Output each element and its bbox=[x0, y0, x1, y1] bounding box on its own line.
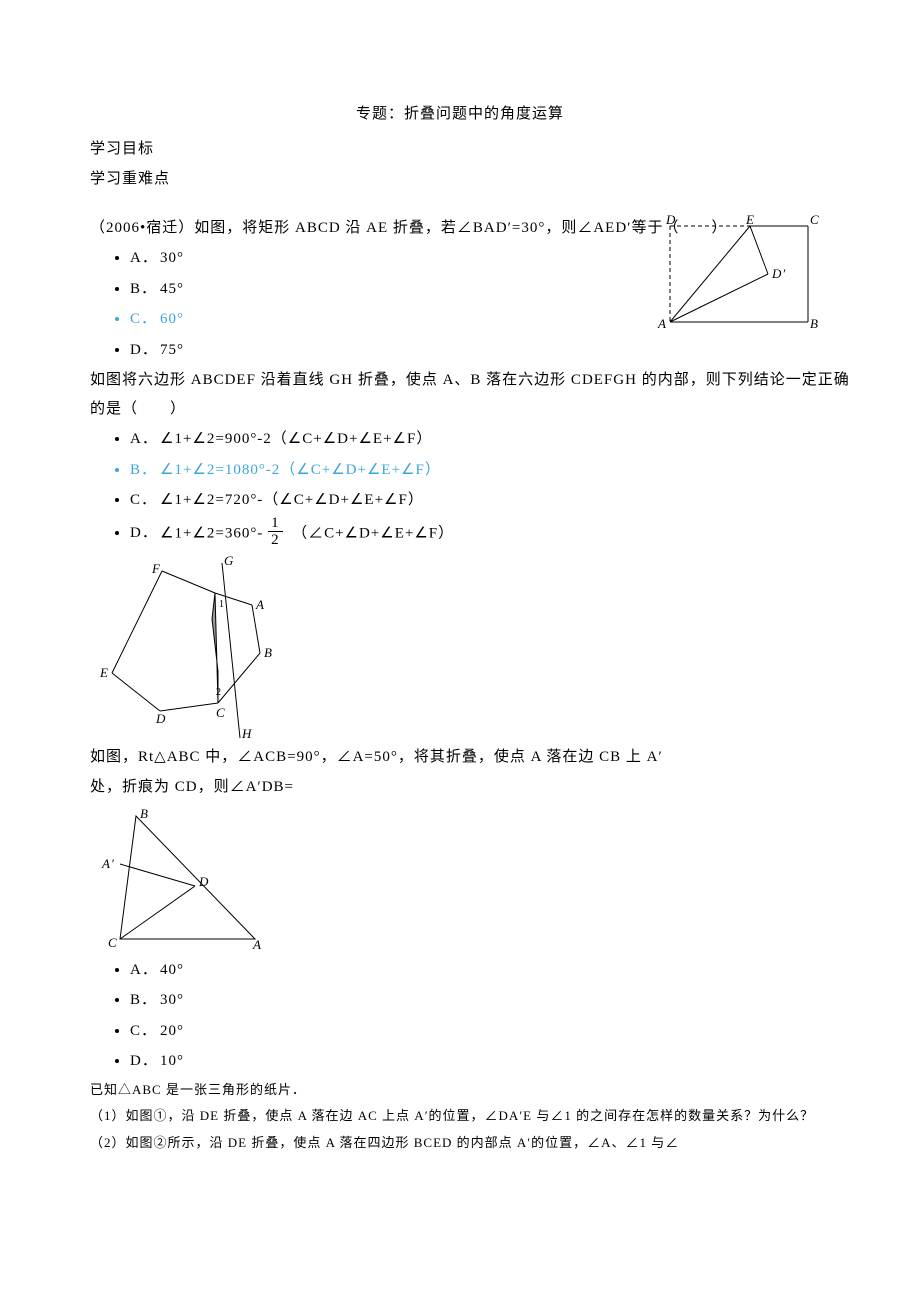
q3-options: A．40° B．30° C．20° D．10° bbox=[70, 956, 850, 1076]
svg-text:B: B bbox=[140, 806, 149, 821]
svg-text:G: G bbox=[224, 553, 234, 568]
q2-options: A．∠1+∠2=900°-2（∠C+∠D+∠E+∠F） B．∠1+∠2=1080… bbox=[70, 425, 850, 551]
q3-figure: B A′ D C A bbox=[100, 804, 850, 954]
heading-goal: 学习目标 bbox=[90, 135, 850, 164]
svg-text:A: A bbox=[657, 316, 667, 331]
svg-text:B: B bbox=[810, 316, 819, 331]
svg-text:C: C bbox=[810, 214, 820, 227]
svg-text:H: H bbox=[241, 726, 252, 741]
q1-opt-d: D．75° bbox=[130, 336, 850, 365]
q1-figure: D E C A B D′ bbox=[650, 214, 820, 334]
q4-line0: 已知△ABC 是一张三角形的纸片． bbox=[90, 1078, 850, 1103]
q4-line2: （2）如图②所示，沿 DE 折叠，使点 A 落在四边形 BCED 的内部点 A′… bbox=[90, 1131, 850, 1156]
svg-text:A: A bbox=[252, 937, 262, 952]
q3-opt-b: B．30° bbox=[130, 986, 850, 1015]
svg-text:C: C bbox=[108, 935, 118, 950]
svg-text:1: 1 bbox=[219, 599, 225, 610]
svg-text:E: E bbox=[745, 214, 755, 227]
q3-stem-line1: 如图，Rt△ABC 中，∠ACB=90°，∠A=50°，将其折叠，使点 A 落在… bbox=[90, 743, 850, 772]
q4-line1: （1）如图①，沿 DE 折叠，使点 A 落在边 AC 上点 A′的位置，∠DA′… bbox=[90, 1104, 850, 1129]
svg-text:D: D bbox=[665, 214, 676, 227]
q3-opt-d: D．10° bbox=[130, 1047, 850, 1076]
svg-text:A′: A′ bbox=[101, 856, 115, 871]
svg-text:F: F bbox=[151, 561, 161, 576]
q3-stem-line2: 处，折痕为 CD，则∠A′DB= bbox=[90, 773, 850, 802]
q2-opt-b: B．∠1+∠2=1080°-2（∠C+∠D+∠E+∠F） bbox=[130, 456, 850, 485]
q2-figure: F G A B E D CH 1 2 bbox=[100, 553, 850, 743]
svg-text:E: E bbox=[100, 665, 109, 680]
svg-text:C: C bbox=[216, 705, 226, 720]
heading-points: 学习重难点 bbox=[90, 165, 850, 194]
svg-text:A: A bbox=[255, 597, 265, 612]
q2-opt-c: C．∠1+∠2=720°-（∠C+∠D+∠E+∠F） bbox=[130, 486, 850, 515]
q3-opt-c: C．20° bbox=[130, 1017, 850, 1046]
q2-opt-a: A．∠1+∠2=900°-2（∠C+∠D+∠E+∠F） bbox=[130, 425, 850, 454]
svg-text:D: D bbox=[155, 711, 166, 726]
page-title: 专题：折叠问题中的角度运算 bbox=[70, 100, 850, 129]
fraction-half: 12 bbox=[268, 515, 283, 549]
q2-opt-d: D．∠1+∠2=360°- 12 （∠C+∠D+∠E+∠F） bbox=[130, 517, 850, 551]
q3-opt-a: A．40° bbox=[130, 956, 850, 985]
svg-text:B: B bbox=[264, 645, 273, 660]
svg-text:2: 2 bbox=[216, 687, 222, 698]
svg-text:D′: D′ bbox=[771, 266, 786, 281]
q2-stem: 如图将六边形 ABCDEF 沿着直线 GH 折叠，使点 A、B 落在六边形 CD… bbox=[90, 366, 850, 423]
svg-text:D: D bbox=[198, 874, 209, 889]
